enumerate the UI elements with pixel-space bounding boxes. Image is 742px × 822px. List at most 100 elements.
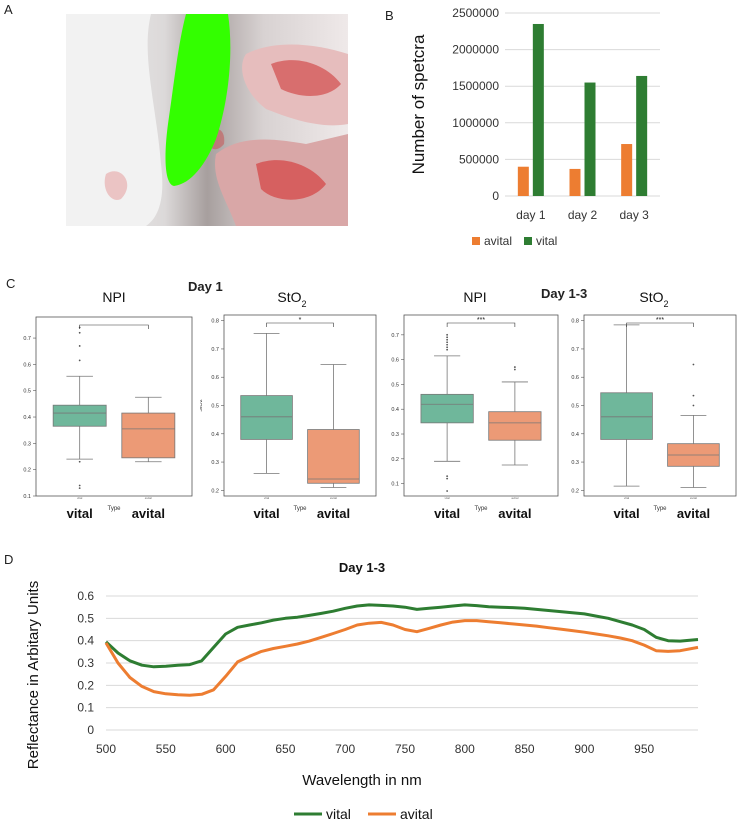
y-tick-label: 0.3 (211, 460, 219, 466)
y-tick-label: 0.4 (77, 634, 94, 648)
y-tick-label: 0.3 (23, 441, 31, 447)
y-tick-label: 0.2 (23, 468, 31, 474)
day1-title: Day 1 (188, 279, 223, 294)
y-tick-label: 0.6 (571, 375, 579, 381)
x-tick-label: 750 (395, 742, 415, 756)
box-avital (307, 429, 360, 484)
y-tick-label: 0.1 (391, 482, 399, 488)
plot-title: NPI (463, 289, 486, 305)
outlier-point (78, 359, 81, 362)
bar-avital (621, 144, 633, 196)
outlier-point (446, 475, 449, 478)
y-tick-label: 0.3 (391, 432, 399, 438)
outlier-point (513, 368, 516, 371)
group-label-avital: avital (132, 506, 165, 521)
x-tick-label: 950 (634, 742, 654, 756)
y-tick-label: 0.4 (571, 432, 579, 438)
plot-frame (35, 316, 193, 497)
box-plot-sto2-day13: StO2 0.2 0.3 0.4 0.5 0.6 0.7 0.8 StO2 vital vital a… (562, 289, 737, 521)
outlier-point (692, 394, 695, 397)
panel-label-b: B (385, 8, 394, 23)
chart-title: Day 1-3 (339, 560, 385, 575)
group-label-vital: vital (434, 506, 460, 521)
x-tick-label: avital (690, 496, 697, 500)
left-tissue (66, 14, 163, 226)
outlier-point (446, 343, 449, 346)
left-red-spot (104, 171, 128, 200)
x-tick-label: avital (145, 496, 152, 500)
x-tick-label: day 2 (568, 208, 598, 222)
group-label-vital: vital (254, 506, 280, 521)
outlier-point (78, 345, 81, 347)
y-tick-label: 0.3 (77, 656, 94, 670)
box-plot-npi-day13: NPI 0.1 0.2 0.3 0.4 0.5 0.6 0.7 NIR vital vital avi… (382, 289, 559, 521)
y-tick-label: 500000 (459, 152, 499, 166)
y-tick-label: 0 (87, 723, 94, 737)
y-tick-label: 0.6 (391, 358, 399, 364)
x-tick-label: avital (330, 496, 337, 500)
y-tick-label: 0.6 (211, 375, 219, 381)
significance-marker: *** (656, 317, 664, 324)
x-tick-label: day 1 (516, 208, 546, 222)
x-axis-label: Type (474, 506, 488, 512)
significance-bracket (626, 322, 694, 327)
box-avital (488, 411, 542, 441)
group-label-avital: avital (498, 506, 531, 521)
y-tick-label: 0.8 (571, 319, 579, 325)
y-tick-label: 1000000 (452, 116, 499, 130)
outlier-point (692, 404, 695, 407)
outlier-point (446, 336, 449, 339)
red-vessel-lower (256, 160, 326, 200)
outlier-point (513, 366, 516, 368)
box-vital (600, 392, 653, 440)
box-plot-sto2-day1: StO2 0.2 0.3 0.4 0.5 0.6 0.7 0.8 StO2 vital vital a… (200, 289, 377, 521)
significance-bracket (79, 324, 149, 329)
y-tick-label: 0.4 (23, 415, 31, 421)
surgical-image (66, 14, 348, 226)
box-vital (240, 395, 293, 440)
bar-avital (569, 168, 581, 196)
y-tick-label: 0.8 (211, 319, 219, 325)
y-tick-label: 0.4 (391, 407, 399, 413)
day13-title: Day 1-3 (541, 286, 588, 301)
x-tick-label: vital (624, 496, 630, 500)
y-tick-label: 0.5 (391, 382, 399, 388)
y-tick-label: 0.1 (23, 494, 31, 500)
segmentation-mask (165, 14, 231, 186)
box-plot-npi-day1: NPI 0.1 0.2 0.3 0.4 0.5 0.6 0.7 NIR vital vital avi… (14, 289, 193, 521)
panel-label-d: D (4, 552, 14, 567)
outlier-point (446, 341, 449, 344)
plot-title: NPI (102, 289, 125, 305)
y-tick-label: 0.4 (211, 432, 219, 438)
outlier-point (692, 363, 695, 366)
x-axis-label: Type (293, 506, 307, 512)
box-vital (420, 393, 474, 424)
y-tick-label: 0.7 (23, 336, 31, 342)
y-tick-label: 0.1 (77, 701, 94, 715)
x-tick-label: 600 (216, 742, 236, 756)
y-tick-label: 0.7 (211, 347, 219, 353)
legend-label-avital: avital (484, 234, 512, 248)
x-axis-label: Type (653, 506, 667, 512)
group-label-avital: avital (677, 506, 710, 521)
y-tick-label: 0.7 (571, 347, 579, 353)
y-tick-label: 0.3 (571, 460, 579, 466)
legend-swatch-vital (524, 237, 532, 245)
box-avital (121, 412, 176, 459)
red-vessel-upper (271, 60, 341, 96)
y-tick-label: 2000000 (452, 43, 499, 57)
bar-vital (532, 23, 544, 197)
significance-marker: * (299, 317, 302, 324)
series-line-vital (104, 603, 699, 669)
x-tick-label: 800 (455, 742, 475, 756)
outlier-point (446, 346, 449, 349)
y-tick-label: 0.6 (23, 362, 31, 368)
x-tick-label: 650 (275, 742, 295, 756)
x-tick-label: 700 (335, 742, 355, 756)
line-chart: Day 1-3 0 0.1 0.2 0.3 0.4 0.5 0.6 500 550 600 650 70… (25, 560, 699, 822)
x-tick-label: 500 (96, 742, 116, 756)
bar-vital (584, 82, 596, 196)
outlier-point (446, 338, 449, 341)
group-label-vital: vital (67, 506, 93, 521)
outlier-point (446, 333, 449, 336)
